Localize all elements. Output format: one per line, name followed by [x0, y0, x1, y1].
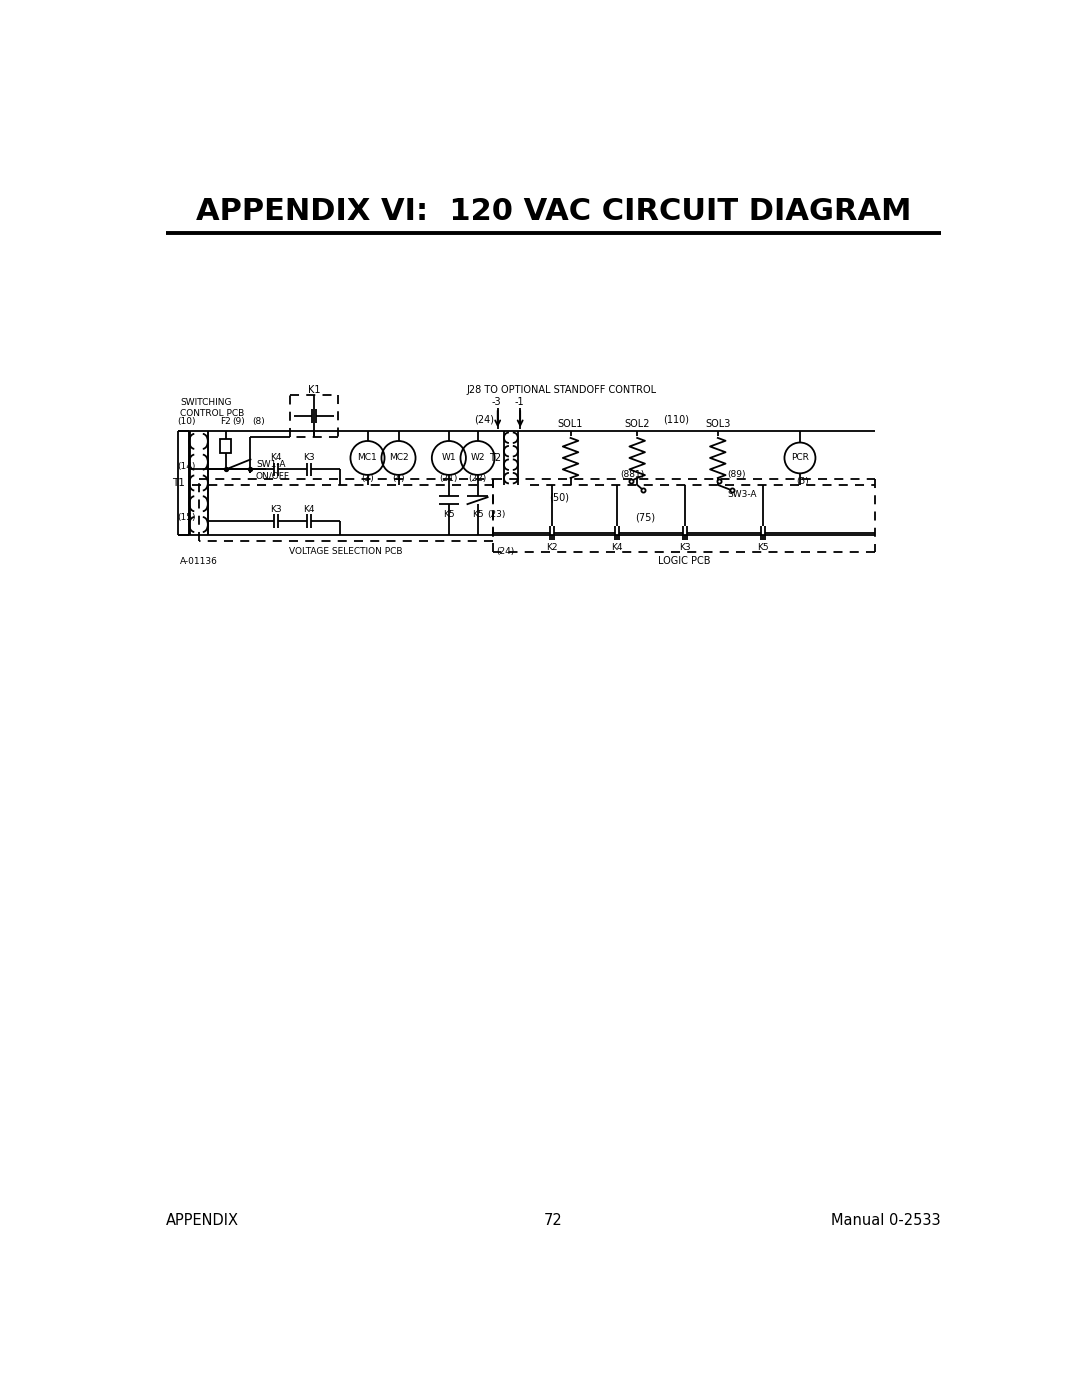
Text: SOL1: SOL1: [558, 419, 583, 429]
Text: (24): (24): [496, 546, 514, 556]
Text: (3): (3): [361, 474, 374, 483]
Text: -1: -1: [515, 398, 525, 408]
Text: J28 TO OPTIONAL STANDOFF CONTROL: J28 TO OPTIONAL STANDOFF CONTROL: [467, 386, 657, 395]
Text: T1: T1: [172, 478, 185, 488]
Text: (5): (5): [797, 476, 809, 486]
Text: (23): (23): [488, 510, 507, 520]
Text: K3: K3: [270, 506, 282, 514]
Text: CONTROL PCB: CONTROL PCB: [180, 409, 244, 418]
Text: 72: 72: [544, 1213, 563, 1228]
Text: VOLTAGE SELECTION PCB: VOLTAGE SELECTION PCB: [289, 546, 403, 556]
Text: (75): (75): [635, 513, 654, 522]
Text: (50): (50): [549, 493, 569, 503]
Text: (15): (15): [177, 514, 197, 522]
Text: (24): (24): [474, 415, 495, 425]
Text: ON/OFF: ON/OFF: [256, 472, 289, 481]
Text: K2: K2: [546, 543, 557, 552]
FancyBboxPatch shape: [220, 439, 231, 453]
Text: (89): (89): [727, 471, 745, 479]
Text: K5: K5: [757, 543, 769, 552]
Text: MC2: MC2: [389, 454, 408, 462]
Text: SWITCHING: SWITCHING: [180, 398, 231, 407]
Text: SOL2: SOL2: [624, 419, 650, 429]
Text: SOL3: SOL3: [705, 419, 730, 429]
Text: K5: K5: [443, 510, 455, 518]
Text: K4: K4: [302, 506, 314, 514]
Text: (110): (110): [663, 415, 689, 425]
Text: W2: W2: [470, 454, 485, 462]
Text: K5: K5: [472, 510, 484, 518]
Text: (4): (4): [392, 474, 405, 483]
Text: (8): (8): [252, 418, 265, 426]
Text: K1: K1: [308, 386, 321, 395]
Text: K3: K3: [679, 543, 691, 552]
Text: (9): (9): [232, 418, 245, 426]
Text: T2: T2: [489, 453, 501, 462]
Text: PCR: PCR: [791, 454, 809, 462]
Text: (10): (10): [177, 418, 197, 426]
Text: -3: -3: [491, 398, 501, 408]
Text: A-01136: A-01136: [180, 556, 218, 566]
Text: (21): (21): [440, 474, 458, 483]
Text: LOGIC PCB: LOGIC PCB: [658, 556, 711, 566]
Text: MC1: MC1: [357, 454, 377, 462]
Text: K4: K4: [270, 454, 282, 462]
Text: K3: K3: [302, 454, 314, 462]
Text: SW3-A: SW3-A: [727, 490, 757, 499]
Text: W1: W1: [442, 454, 456, 462]
Text: K4: K4: [611, 543, 623, 552]
Text: F2: F2: [220, 418, 231, 426]
Text: Manual 0-2533: Manual 0-2533: [832, 1213, 941, 1228]
Text: (881): (881): [620, 471, 645, 479]
Text: SW1-A: SW1-A: [256, 461, 285, 469]
Text: (14): (14): [177, 462, 195, 471]
Text: (22): (22): [469, 474, 487, 483]
Text: APPENDIX VI:  120 VAC CIRCUIT DIAGRAM: APPENDIX VI: 120 VAC CIRCUIT DIAGRAM: [195, 197, 912, 226]
Text: APPENDIX: APPENDIX: [166, 1213, 239, 1228]
